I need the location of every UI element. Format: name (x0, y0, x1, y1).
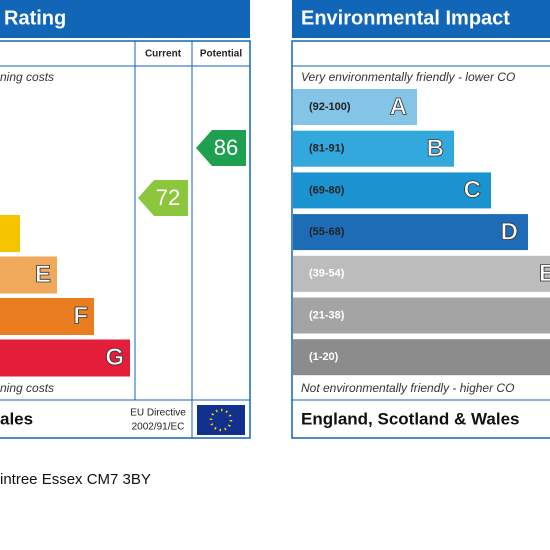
panel-frame (0, 40, 251, 439)
impact-band (293, 130, 454, 167)
panel-frame (291, 40, 550, 439)
band-letter: E (539, 260, 550, 287)
rating-band (0, 256, 57, 294)
header-band (0, 0, 250, 38)
header-band (292, 0, 550, 38)
impact-band (293, 214, 528, 251)
impact-band (293, 339, 550, 376)
impact-band (293, 89, 417, 125)
rating-arrow (196, 130, 246, 166)
address: intree Essex CM7 3BY (0, 471, 151, 488)
rating-value: 72 (156, 185, 180, 210)
rating-band (0, 215, 20, 252)
band-range: (55-68) (309, 226, 345, 238)
band-letter: F (73, 302, 88, 329)
footer: ales (0, 409, 33, 428)
band-range: (92-100) (309, 101, 351, 113)
rating-band (0, 298, 94, 335)
band-letter: C (464, 177, 481, 204)
rating-arrow (138, 180, 188, 216)
band-range: (39-54) (309, 268, 345, 280)
note: ning costs (0, 70, 54, 84)
impact-band (293, 172, 491, 209)
band-letter: E (35, 261, 51, 288)
impact-band (293, 255, 550, 292)
impact-band (293, 297, 550, 334)
band-letter: A (390, 93, 407, 120)
column-header: Potential (200, 49, 242, 60)
note: Not environmentally friendly - higher CO (301, 381, 514, 395)
note: ning costs (0, 381, 54, 395)
band-range: (69-80) (309, 184, 345, 196)
panel-title: Rating (4, 7, 66, 29)
eu-flag (197, 405, 245, 435)
footer: England, Scotland & Wales (301, 409, 520, 428)
band-range: (1-20) (309, 351, 339, 363)
band-letter: B (427, 135, 444, 162)
directive: 2002/91/EC (132, 422, 185, 433)
band-letter: D (501, 218, 518, 245)
rating-band (0, 339, 130, 377)
band-range: (81-91) (309, 143, 345, 155)
directive: EU Directive (130, 408, 186, 419)
band-range: (21-38) (309, 309, 345, 321)
band-letter: G (105, 344, 124, 371)
rating-value: 86 (214, 135, 238, 160)
column-header: Current (145, 49, 182, 60)
note: Very environmentally friendly - lower CO (301, 70, 515, 84)
panel-title: Environmental Impact (301, 7, 510, 29)
